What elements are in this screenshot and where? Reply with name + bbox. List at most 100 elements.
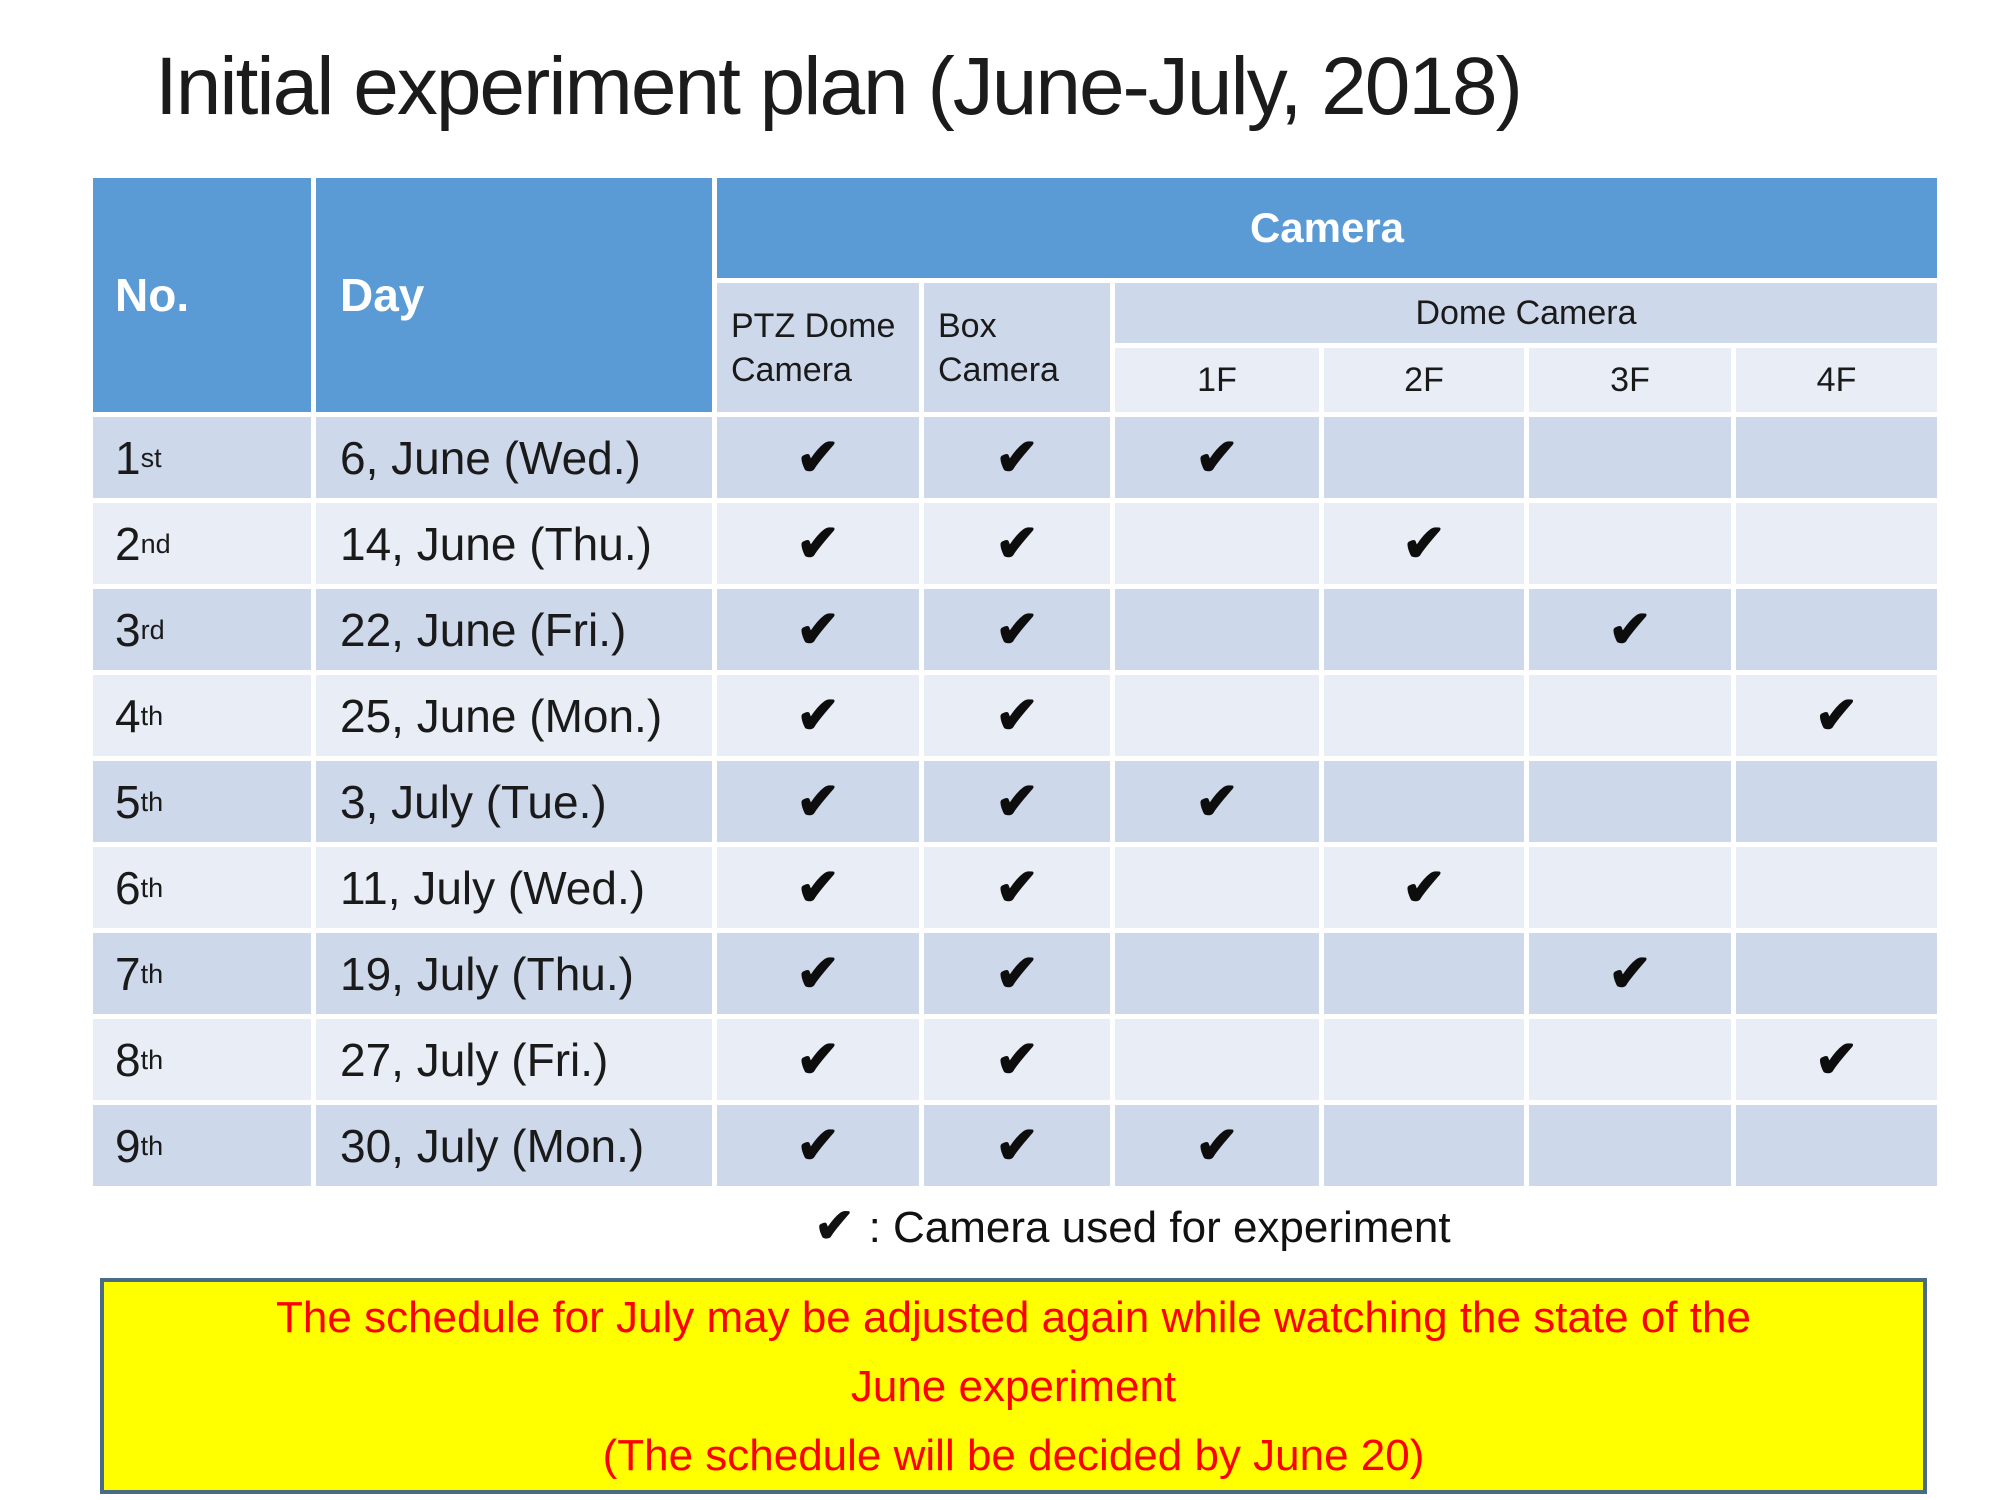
dome-check-cell-4f xyxy=(1736,1105,1937,1186)
row-day: 19, July (Thu.) xyxy=(316,933,712,1014)
box-check-cell: ✔ xyxy=(924,589,1110,670)
col-header-floor-2f: 2F xyxy=(1324,348,1524,412)
dome-check-cell-2f: ✔ xyxy=(1324,847,1524,928)
row-number-value: 6 xyxy=(115,861,141,914)
dome-check-cell-3f: ✔ xyxy=(1529,589,1731,670)
dome-check-cell-2f xyxy=(1324,761,1524,842)
schedule-note: The schedule for July may be adjusted ag… xyxy=(100,1278,1927,1494)
ptz-check-cell: ✔ xyxy=(717,1105,919,1186)
dome-check-cell-1f xyxy=(1115,1019,1319,1100)
row-day: 6, June (Wed.) xyxy=(316,417,712,498)
ptz-check-cell: ✔ xyxy=(717,589,919,670)
col-header-floor-4f: 4F xyxy=(1736,348,1937,412)
experiment-table: No. Day Camera PTZ Dome Camera Box Camer… xyxy=(93,178,1937,1186)
dome-check-cell-1f xyxy=(1115,589,1319,670)
dome-check-cell-3f: ✔ xyxy=(1529,933,1731,1014)
dome-check-cell-4f xyxy=(1736,589,1937,670)
dome-check-cell-4f xyxy=(1736,847,1937,928)
row-day: 3, July (Tue.) xyxy=(316,761,712,842)
ptz-check-cell: ✔ xyxy=(717,503,919,584)
col-header-camera: Camera xyxy=(717,178,1937,278)
col-header-floor-1f: 1F xyxy=(1115,348,1319,412)
dome-check-cell-3f xyxy=(1529,1105,1731,1186)
dome-check-cell-2f xyxy=(1324,417,1524,498)
col-header-ptz-dome: PTZ Dome Camera xyxy=(717,283,919,412)
ptz-check-cell: ✔ xyxy=(717,761,919,842)
ptz-check-cell: ✔ xyxy=(717,1019,919,1100)
dome-check-cell-2f xyxy=(1324,933,1524,1014)
col-header-day: Day xyxy=(316,178,712,412)
box-check-cell: ✔ xyxy=(924,847,1110,928)
row-day: 14, June (Thu.) xyxy=(316,503,712,584)
box-check-cell: ✔ xyxy=(924,1105,1110,1186)
col-header-floor-3f: 3F xyxy=(1529,348,1731,412)
box-check-cell: ✔ xyxy=(924,503,1110,584)
row-number-value: 7 xyxy=(115,947,141,1000)
row-day: 30, July (Mon.) xyxy=(316,1105,712,1186)
box-check-cell: ✔ xyxy=(924,1019,1110,1100)
dome-check-cell-2f xyxy=(1324,589,1524,670)
dome-check-cell-4f xyxy=(1736,503,1937,584)
dome-check-cell-4f xyxy=(1736,933,1937,1014)
row-day: 25, June (Mon.) xyxy=(316,675,712,756)
dome-check-cell-1f: ✔ xyxy=(1115,417,1319,498)
dome-check-cell-4f xyxy=(1736,761,1937,842)
box-check-cell: ✔ xyxy=(924,933,1110,1014)
row-number-value: 5 xyxy=(115,775,141,828)
box-check-cell: ✔ xyxy=(924,417,1110,498)
col-header-dome-camera: Dome Camera xyxy=(1115,283,1937,343)
row-number-value: 2 xyxy=(115,517,141,570)
row-number-value: 9 xyxy=(115,1119,141,1172)
box-check-cell: ✔ xyxy=(924,761,1110,842)
dome-check-cell-3f xyxy=(1529,847,1731,928)
dome-check-cell-2f xyxy=(1324,1105,1524,1186)
dome-check-cell-2f xyxy=(1324,675,1524,756)
dome-check-cell-2f xyxy=(1324,1019,1524,1100)
dome-check-cell-3f xyxy=(1529,417,1731,498)
row-number-value: 3 xyxy=(115,603,141,656)
row-number-value: 1 xyxy=(115,431,141,484)
dome-check-cell-1f xyxy=(1115,503,1319,584)
ptz-check-cell: ✔ xyxy=(717,847,919,928)
page-title: Initial experiment plan (June-July, 2018… xyxy=(155,41,1523,132)
dome-check-cell-1f xyxy=(1115,933,1319,1014)
dome-check-cell-1f: ✔ xyxy=(1115,1105,1319,1186)
row-number-value: 8 xyxy=(115,1033,141,1086)
col-header-box-camera: Box Camera xyxy=(924,283,1110,412)
dome-check-cell-3f xyxy=(1529,675,1731,756)
dome-check-cell-4f: ✔ xyxy=(1736,1019,1937,1100)
row-day: 27, July (Fri.) xyxy=(316,1019,712,1100)
ptz-check-cell: ✔ xyxy=(717,675,919,756)
dome-check-cell-4f xyxy=(1736,417,1937,498)
col-header-no: No. xyxy=(93,178,311,412)
row-day: 11, July (Wed.) xyxy=(316,847,712,928)
note-line: (The schedule will be decided by June 20… xyxy=(602,1430,1425,1480)
ptz-check-cell: ✔ xyxy=(717,933,919,1014)
dome-check-cell-2f: ✔ xyxy=(1324,503,1524,584)
dome-check-cell-1f xyxy=(1115,675,1319,756)
dome-check-cell-3f xyxy=(1529,503,1731,584)
dome-check-cell-1f xyxy=(1115,847,1319,928)
ptz-check-cell: ✔ xyxy=(717,417,919,498)
dome-check-cell-4f: ✔ xyxy=(1736,675,1937,756)
legend: ✔ : Camera used for experiment xyxy=(93,1198,1937,1254)
row-day: 22, June (Fri.) xyxy=(316,589,712,670)
row-number-value: 4 xyxy=(115,689,141,742)
legend-text: : Camera used for experiment xyxy=(868,1203,1451,1252)
dome-check-cell-1f: ✔ xyxy=(1115,761,1319,842)
note-line: The schedule for July may be adjusted ag… xyxy=(276,1292,1751,1342)
note-line: June experiment xyxy=(850,1361,1177,1411)
box-check-cell: ✔ xyxy=(924,675,1110,756)
check-icon: ✔ xyxy=(814,1200,855,1253)
dome-check-cell-3f xyxy=(1529,1019,1731,1100)
